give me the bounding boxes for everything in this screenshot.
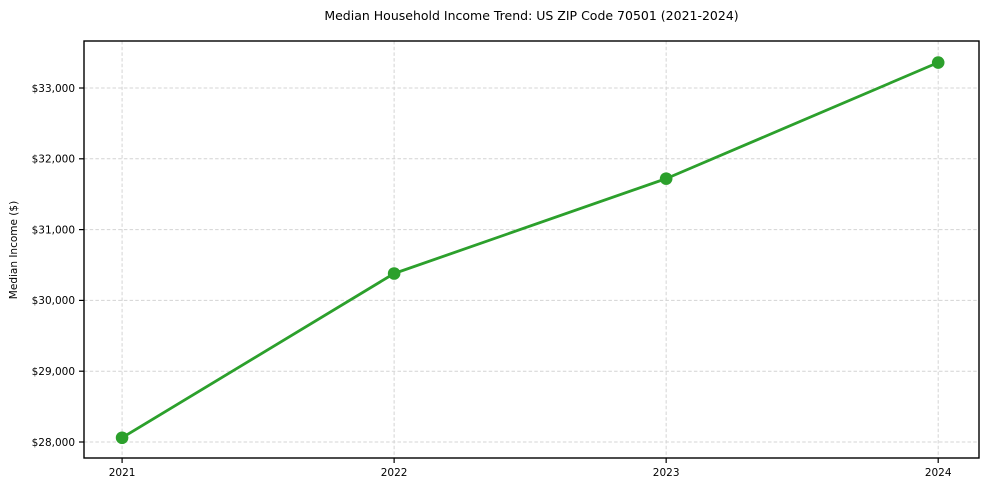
y-tick-label: $31,000 xyxy=(32,224,75,236)
x-tick-label: 2023 xyxy=(653,467,680,479)
y-tick-label: $32,000 xyxy=(32,154,75,166)
y-tick-label: $33,000 xyxy=(32,83,75,95)
y-tick-label: $29,000 xyxy=(32,366,75,378)
x-tick-label: 2022 xyxy=(381,467,408,479)
data-point-marker xyxy=(387,267,401,280)
data-point-marker xyxy=(931,56,945,69)
trend-line xyxy=(120,61,940,440)
y-tick-label: $28,000 xyxy=(32,437,75,449)
data-point-marker xyxy=(115,431,129,445)
plot-frame xyxy=(83,40,980,459)
chart-title: Median Household Income Trend: US ZIP Co… xyxy=(324,8,739,23)
y-tick-label: $30,000 xyxy=(32,295,75,307)
x-tick-label: 2024 xyxy=(925,467,952,479)
x-tick-label: 2021 xyxy=(109,467,136,479)
data-point-marker xyxy=(659,172,673,185)
